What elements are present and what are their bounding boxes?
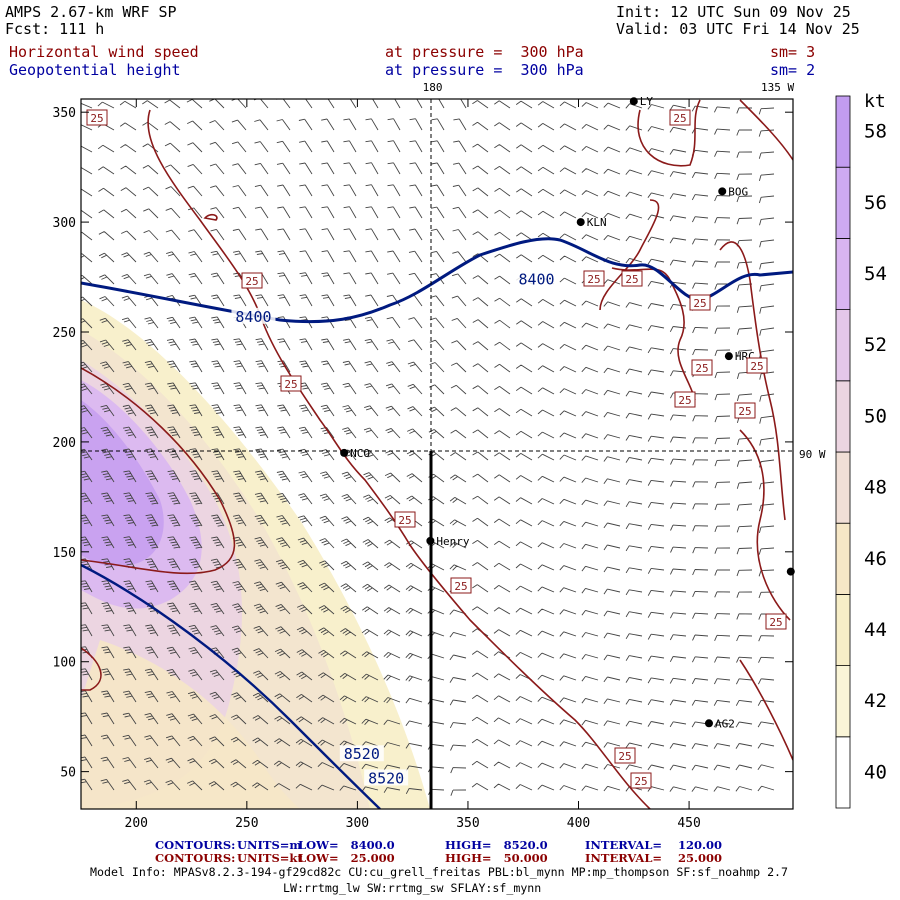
init-time: Init: 12 UTC Sun 09 Nov 25: [616, 3, 851, 21]
wind-contour-label: 25: [634, 775, 647, 788]
y-tick-label: 250: [53, 326, 76, 341]
colorbar: kt 40 42 44 46 48 50 52 54 56 58: [835, 91, 887, 809]
colorbar-swatch: [835, 166, 851, 239]
station-marker: [340, 448, 349, 457]
station-marker: [724, 352, 733, 361]
wind-contour-label: 25: [245, 275, 258, 288]
model-title: AMPS 2.67-km WRF SP: [5, 3, 177, 21]
x-tick-label: 450: [677, 816, 700, 831]
colorbar-level: 44: [864, 619, 887, 641]
wind-contour-label: 25: [695, 362, 708, 375]
y-tick-label: 350: [53, 106, 76, 121]
colorbar-swatch: [835, 736, 851, 809]
shaded-wind-speed: [81, 99, 793, 809]
model-info: Model Info: MPASv8.2.3-194-gf29cd82c CU:…: [90, 865, 789, 879]
wind-contour-label: 25: [738, 405, 751, 418]
footer-row2-low: LOW= 25.000: [298, 851, 395, 865]
field1-name: Horizontal wind speed: [9, 43, 199, 61]
colorbar-level: 56: [864, 192, 887, 214]
model-info-2: LW:rrtmg_lw SW:rrtmg_sw SFLAY:sf_mynn: [283, 881, 542, 895]
footer-row2-high: HIGH= 50.000: [445, 851, 548, 865]
field1-smoothing: sm= 3: [770, 43, 816, 61]
x-tick-label: 200: [125, 816, 148, 831]
colorbar-level: 40: [864, 761, 887, 783]
map-axes: 200 250 300 350 400 450 50 100 150 200 250 300 350 18…: [53, 81, 826, 831]
field2-smoothing: sm= 2: [770, 61, 816, 79]
height-contour-label: 8520: [344, 745, 380, 763]
station-label: NCO: [350, 447, 370, 460]
station-label: AG2: [715, 717, 735, 730]
wind-contour-label: 25: [678, 394, 691, 407]
y-tick-label: 50: [60, 766, 76, 781]
contour-labels: 8400 8400 8520 8520: [231, 270, 559, 787]
colorbar-level: 48: [864, 477, 887, 499]
colorbar-level: 50: [864, 405, 887, 427]
wind-contour-label: 25: [618, 750, 631, 763]
colorbar-swatch: [835, 237, 851, 310]
station-marker: [718, 187, 727, 196]
colorbar-swatch: [835, 309, 851, 382]
wind-contour-label: 25: [673, 112, 686, 125]
parallel-label: 90 W: [799, 448, 826, 461]
field2-name: Geopotential height: [9, 61, 181, 79]
footer-row1-low: LOW= 8400.0: [298, 838, 395, 852]
station-marker: [576, 218, 585, 227]
footer-row1-interval: INTERVAL= 120.00: [585, 838, 723, 852]
field2-level: at pressure = 300 hPa: [385, 61, 584, 79]
colorbar-swatch: [835, 593, 851, 666]
wind-contour-label: 25: [750, 360, 763, 373]
wind-contour-label: 25: [398, 514, 411, 527]
x-tick-label: 250: [235, 816, 258, 831]
colorbar-swatch: [835, 451, 851, 524]
station-label: LY: [640, 95, 654, 108]
colorbar-level: 52: [864, 334, 887, 356]
field1-level: at pressure = 300 hPa: [385, 43, 584, 61]
wind-contour-label: 25: [90, 112, 103, 125]
colorbar-swatch: [835, 380, 851, 453]
colorbar-unit: kt: [864, 91, 886, 112]
station-marker: [704, 719, 713, 728]
x-tick-label: 300: [346, 816, 369, 831]
footer-row1-units: UNITS=m: [237, 838, 302, 852]
x-tick-label: 350: [456, 816, 479, 831]
colorbar-swatch: [835, 95, 851, 168]
wind-contour-label: 25: [769, 616, 782, 629]
height-contour-label: 8400: [235, 308, 271, 326]
height-contour-label: 8520: [368, 769, 404, 787]
colorbar-level: 54: [864, 263, 887, 285]
footer-row2-units: UNITS=kt: [237, 851, 303, 865]
colorbar-swatch: [835, 522, 851, 595]
wind-contour-label: 25: [625, 273, 638, 286]
wind-contour-label: 25: [693, 297, 706, 310]
wind-contour-label: 25: [587, 273, 600, 286]
footer-row1-label: CONTOURS:: [155, 838, 236, 852]
y-tick-label: 300: [53, 216, 76, 231]
station-label: KLN: [587, 216, 607, 229]
x-tick-label: 400: [567, 816, 590, 831]
y-tick-label: 200: [53, 436, 76, 451]
station-marker: [629, 97, 638, 106]
y-tick-label: 150: [53, 546, 76, 561]
meridian-label: 180: [423, 81, 443, 94]
wind-speed-contours: [81, 99, 793, 809]
footer-row2-label: CONTOURS:: [155, 851, 236, 865]
footer-row1-high: HIGH= 8520.0: [445, 838, 548, 852]
colorbar-level: 42: [864, 690, 887, 712]
forecast-hour: Fcst: 111 h: [5, 20, 105, 38]
station-label: BOG: [728, 185, 748, 198]
station-marker: [426, 536, 435, 545]
valid-time: Valid: 03 UTC Fri 14 Nov 25: [616, 20, 860, 38]
wind-contour-label: 25: [284, 378, 297, 391]
wind-contour-label: 25: [454, 580, 467, 593]
colorbar-level: 46: [864, 548, 887, 570]
y-tick-label: 100: [53, 656, 76, 671]
height-contour-label: 8400: [518, 270, 554, 288]
station-label: Henry: [436, 535, 469, 548]
footer-row2-interval: INTERVAL= 25.000: [585, 851, 723, 865]
colorbar-level: 58: [864, 121, 887, 143]
meridian-label: 135 W: [761, 81, 794, 94]
colorbar-swatch: [835, 665, 851, 738]
